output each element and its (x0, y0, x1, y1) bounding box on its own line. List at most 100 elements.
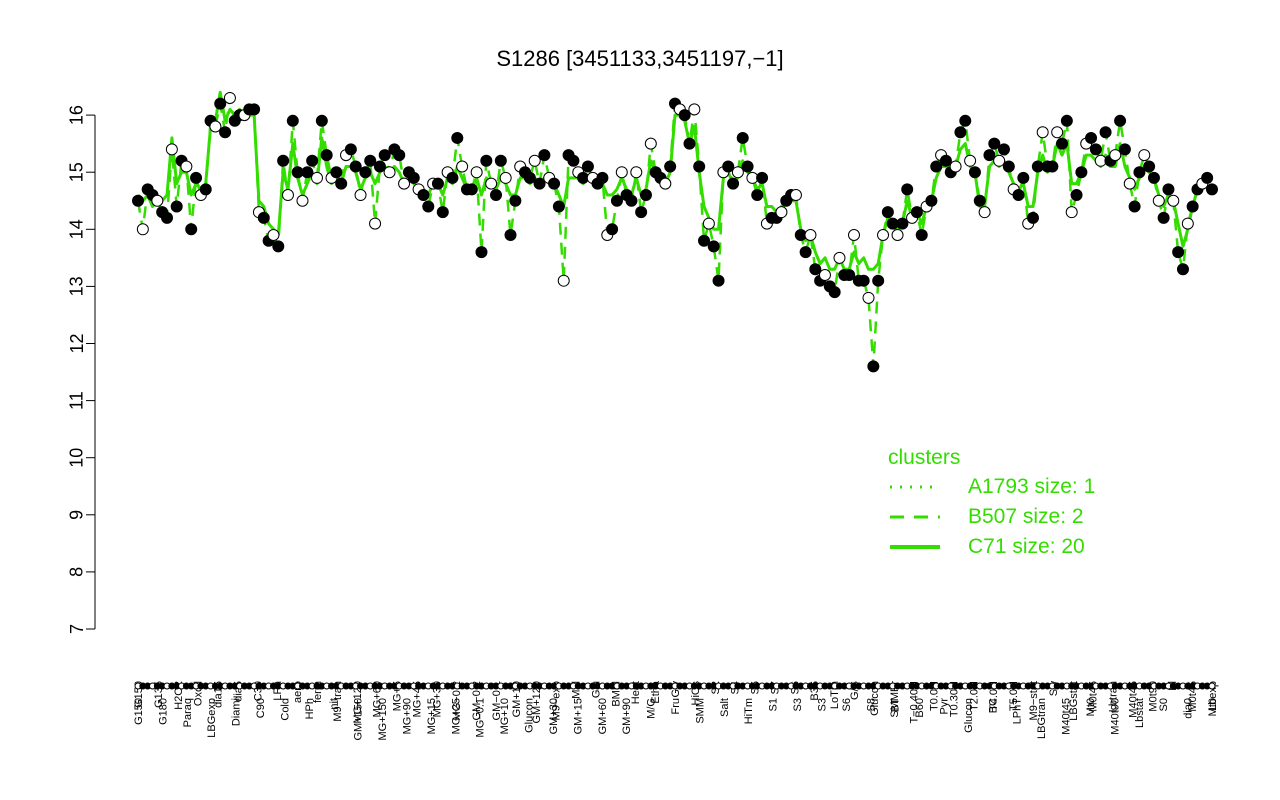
data-point (635, 206, 648, 219)
data-point (373, 160, 386, 173)
x-tick-label-bottom: S6 (841, 698, 853, 711)
data-point (422, 200, 435, 213)
data-point (693, 160, 706, 173)
y-tick-label: 11 (67, 391, 87, 410)
x-tick-label-top: GM−0.2 (471, 681, 483, 720)
data-point (848, 229, 860, 242)
x-tick-label-bottom: B60 (914, 698, 926, 718)
data-point (359, 166, 372, 179)
x-tick-label-top: T−0.40H (909, 681, 921, 724)
series-line (136, 90, 1212, 271)
data-point (596, 171, 609, 184)
data-points (132, 91, 1218, 373)
data-point (533, 177, 546, 190)
data-point (296, 194, 309, 207)
data-point (843, 268, 856, 281)
data-point (630, 166, 643, 179)
x-tick-label-bottom: Mt0 (1207, 698, 1219, 716)
x-tick-dot (1208, 682, 1216, 690)
data-point (877, 229, 890, 242)
data-point (1167, 194, 1180, 207)
data-point (364, 154, 377, 167)
x-tick-label-bottom: GM+150 (353, 698, 365, 741)
legend-label: C71 size: 20 (968, 535, 1085, 558)
data-point (301, 166, 314, 179)
data-point (644, 137, 657, 150)
data-point (1147, 171, 1160, 184)
data-point (272, 240, 285, 253)
data-point (818, 268, 831, 281)
x-tick-label-bottom: MG+90 (402, 698, 414, 734)
data-point (567, 154, 580, 167)
x-tick-label-bottom: MG+15 (426, 698, 438, 734)
data-point (1157, 211, 1170, 224)
x-tick-label-top: M9−exp (551, 681, 563, 720)
data-point (451, 131, 464, 144)
data-point (1060, 114, 1073, 127)
data-point (1036, 126, 1049, 139)
data-point (930, 160, 943, 173)
x-tick-label-bottom: nit (328, 698, 340, 710)
data-point (151, 194, 164, 207)
data-point (523, 171, 536, 184)
data-point (132, 194, 144, 207)
y-tick-label: 14 (67, 219, 87, 239)
data-point (335, 177, 348, 190)
data-point (1002, 160, 1015, 173)
data-point (872, 274, 885, 287)
x-tick-label-bottom: Lbstat (1134, 698, 1146, 728)
data-point (925, 194, 938, 207)
data-point (702, 217, 715, 230)
data-point (639, 189, 652, 202)
data-point (320, 149, 333, 162)
data-point (509, 194, 522, 207)
data-point (136, 223, 149, 236)
x-tick-label-bottom: S0 (1158, 698, 1170, 711)
data-point (267, 229, 280, 242)
x-tick-label-bottom: G180 (157, 698, 169, 725)
data-point (504, 229, 517, 242)
series-line (136, 96, 1214, 368)
x-tick-label-bottom: MG−0.1 (475, 698, 487, 737)
x-tick-label-top: MG−0.2 (451, 681, 463, 720)
data-point (833, 251, 846, 264)
data-point (165, 143, 178, 156)
data-point (901, 183, 914, 196)
data-point (431, 177, 444, 190)
data-point (973, 194, 986, 207)
data-point (306, 154, 319, 167)
x-tick-label-bottom: Glucon (963, 698, 975, 733)
chart-title: S1286 [3451133,3451197,−1] (496, 46, 783, 71)
data-point (190, 171, 203, 184)
data-point (959, 114, 972, 127)
data-point (1123, 177, 1136, 190)
data-point (1172, 246, 1185, 259)
y-tick-label: 10 (67, 448, 87, 468)
data-point (277, 154, 290, 167)
data-point (161, 211, 174, 224)
data-point (707, 240, 720, 253)
data-point (1114, 114, 1127, 127)
data-point (751, 189, 764, 202)
data-point (736, 131, 749, 144)
x-tick-label-top: M40t45 (1127, 681, 1139, 718)
data-point (678, 109, 691, 122)
data-point (804, 229, 817, 242)
data-point (1143, 160, 1156, 173)
data-point (407, 171, 420, 184)
x-tick-label-bottom: M40t45 (1061, 698, 1073, 735)
data-point (698, 234, 711, 247)
y-tick-label: 12 (67, 333, 87, 353)
x-tick-label-bottom: BC (987, 698, 999, 713)
data-point (1065, 206, 1078, 219)
data-point (456, 160, 469, 173)
data-point (548, 177, 561, 190)
data-point (1056, 137, 1069, 150)
data-point (741, 160, 754, 173)
x-tick-label-bottom: Fru (670, 698, 682, 715)
data-point (727, 177, 740, 190)
x-tick-label-top: LBGstat (1068, 681, 1080, 721)
x-tick-label-top: MG+30 (431, 681, 443, 717)
x-tick-label-bottom: MG+10 (499, 698, 511, 734)
x-tick-label-bottom: HiTm (743, 698, 755, 724)
